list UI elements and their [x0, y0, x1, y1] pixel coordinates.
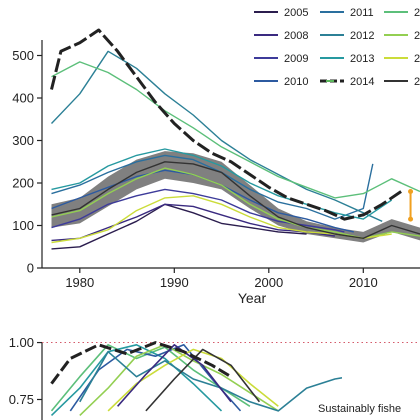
legend-item: 2005: [254, 7, 308, 19]
series-line-2: [51, 61, 420, 199]
y-tick-label: 200: [12, 176, 34, 191]
x-tick-label: 2010: [349, 275, 378, 290]
series-line-2005: [51, 203, 307, 250]
legend-item: 2010: [254, 76, 308, 88]
legend-label: 2005: [284, 7, 308, 19]
y-tick-label: 300: [12, 133, 34, 148]
legend-item: 2008: [254, 30, 308, 42]
legend-label: 2: [414, 30, 420, 42]
legend-item: 2012: [320, 30, 374, 42]
bottom-plot-area: [50, 341, 342, 416]
series-line-2: [79, 344, 279, 416]
legend-item: 2011: [320, 7, 374, 19]
legend-item: 2: [384, 76, 420, 88]
legend-label: 2: [414, 7, 420, 19]
series-line-2013: [51, 148, 393, 220]
x-tick-label: 1980: [65, 275, 94, 290]
series-line-2013: [50, 344, 223, 416]
legend-item: 2013: [320, 53, 374, 65]
y-tick-label: 400: [12, 91, 34, 106]
series-line-2: [145, 348, 261, 412]
legend-item: 2014: [320, 76, 374, 88]
y-tick-label: 1.00: [9, 335, 34, 350]
top-plot-area: [50, 28, 420, 250]
legend-label: 2010: [284, 76, 308, 88]
x-axis-label: Year: [238, 290, 267, 306]
legend-item: 2: [384, 7, 420, 19]
legend-label: 2: [414, 53, 420, 65]
legend-label: 2011: [350, 7, 374, 19]
series-line-2008: [51, 203, 336, 242]
series-line-2012: [79, 350, 342, 412]
legend-item: 2009: [254, 53, 308, 65]
legend-item: 2: [384, 30, 420, 42]
legend: 2005 2008 2009 2010 2011 2012 2013 2014 2 2 2 2: [254, 7, 420, 88]
series-line-2014: [50, 28, 402, 221]
series-line-2009: [51, 188, 345, 233]
legend-label: 2008: [284, 30, 308, 42]
legend-label: 2: [414, 76, 420, 88]
sustainably-fished-annotation: Sustainably fishe: [318, 403, 401, 415]
series-line-2014: [50, 341, 232, 385]
y-tick-label: 100: [12, 218, 34, 233]
series-line-2012: [50, 50, 383, 222]
series-line-2: [107, 348, 279, 412]
bottom-panel: 0.75 1.00: [9, 335, 420, 420]
legend-label: 2012: [350, 30, 374, 42]
legend-item: 2: [384, 53, 420, 65]
top-panel: 0 100 200 300 400 500 1980 1990 2000 2010: [12, 28, 420, 290]
x-tick-label: 1990: [160, 275, 189, 290]
y-tick-label: 500: [12, 48, 34, 63]
error-bar-cap: [408, 189, 414, 194]
y-tick-label: 0: [27, 261, 34, 276]
uncertainty-band: [51, 151, 420, 243]
series-line-2008: [117, 344, 232, 407]
series-line-2: [51, 161, 420, 239]
y-tick-label: 0.75: [9, 392, 34, 407]
x-tick-label: 2000: [254, 275, 283, 290]
legend-label: 2009: [284, 53, 308, 65]
legend-label: 2014: [350, 76, 374, 88]
error-bar-cap: [408, 216, 414, 222]
legend-label: 2013: [350, 53, 374, 65]
